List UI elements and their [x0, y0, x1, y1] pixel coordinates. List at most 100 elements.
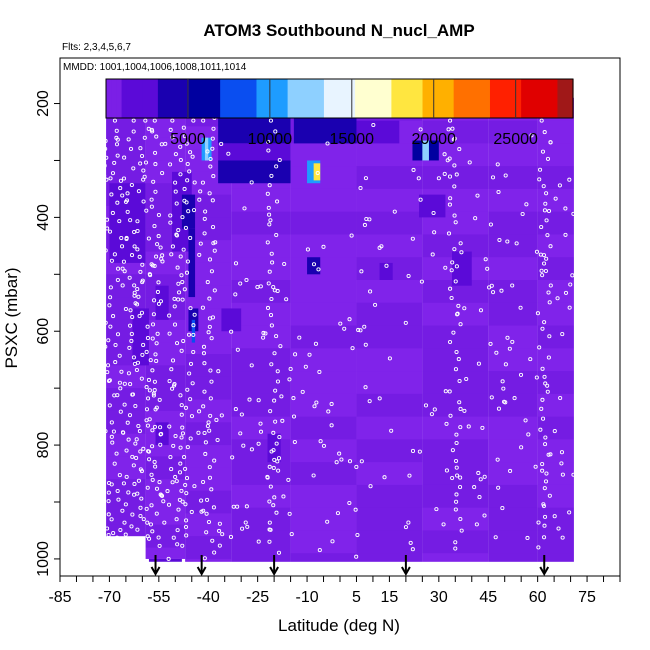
sample-point	[452, 213, 457, 218]
sample-point	[174, 479, 179, 484]
sample-point	[256, 398, 261, 403]
sample-point	[210, 136, 215, 141]
colorbar-segment	[515, 79, 522, 118]
sample-point	[268, 484, 273, 489]
sample-point	[560, 332, 565, 337]
sample-point	[560, 535, 565, 540]
heatmap-cell	[356, 462, 423, 485]
sample-point	[182, 134, 187, 139]
sample-point	[305, 247, 310, 252]
sample-point	[97, 258, 102, 263]
sample-point	[524, 202, 529, 207]
sample-point	[526, 432, 531, 437]
sample-point	[219, 413, 224, 418]
sample-point	[454, 492, 459, 497]
sample-point	[459, 250, 464, 255]
colorbar-segment	[381, 79, 387, 118]
sample-point	[184, 141, 189, 146]
chart-title: ATOM3 Southbound N_nucl_AMP	[203, 21, 474, 40]
sample-point	[455, 473, 460, 478]
sample-point	[126, 490, 131, 495]
sample-point	[359, 269, 364, 274]
sample-point	[183, 524, 189, 530]
sample-point	[418, 127, 423, 132]
heatmap-patch	[221, 308, 242, 332]
sample-point	[150, 322, 156, 327]
sample-point	[416, 176, 421, 181]
sample-point	[141, 517, 146, 522]
sample-point	[149, 503, 154, 508]
colorbar-segment	[220, 79, 226, 118]
sample-point	[314, 400, 319, 405]
sample-point	[169, 467, 174, 472]
sample-point	[359, 459, 364, 464]
heatmap-cell	[488, 530, 538, 554]
sample-point	[567, 177, 572, 182]
sample-point	[450, 475, 455, 481]
sample-point	[186, 332, 192, 337]
heatmap-cell	[422, 166, 489, 189]
sample-point	[105, 370, 110, 375]
sample-point	[543, 479, 549, 484]
heatmap-cell	[356, 371, 423, 394]
sample-point	[271, 448, 276, 453]
sample-point	[136, 478, 141, 483]
sample-point	[207, 324, 212, 329]
sample-point	[138, 161, 143, 166]
sample-point	[207, 191, 212, 196]
heatmap-cell	[537, 325, 574, 349]
sample-point	[208, 396, 213, 401]
sample-point	[321, 443, 327, 448]
sample-point	[132, 481, 137, 487]
sample-point	[175, 265, 180, 270]
sample-point	[363, 176, 368, 181]
sample-point	[448, 286, 453, 291]
sample-point	[115, 153, 120, 158]
sample-point	[95, 118, 100, 123]
sample-point	[266, 148, 271, 153]
sample-point	[362, 324, 367, 329]
sample-point	[200, 305, 205, 310]
heatmap-cell	[231, 416, 291, 440]
sample-point	[452, 163, 457, 168]
colorbar-segment	[126, 79, 133, 118]
sample-point	[190, 154, 195, 159]
sample-point	[274, 334, 279, 339]
sample-point	[178, 393, 183, 398]
sample-point	[453, 367, 459, 372]
heatmap-column	[356, 97, 423, 562]
sample-point	[559, 461, 564, 466]
sample-point	[447, 389, 452, 394]
sample-point	[447, 174, 453, 179]
sample-point	[547, 334, 552, 339]
sample-point	[131, 118, 136, 123]
sample-point	[172, 296, 177, 301]
sample-point	[432, 407, 437, 412]
sample-point	[499, 288, 504, 293]
sample-point	[140, 352, 145, 357]
sample-point	[97, 237, 102, 242]
sample-point	[132, 283, 137, 288]
sample-point	[271, 285, 276, 290]
colorbar-segment	[541, 79, 548, 118]
sample-point	[120, 430, 126, 435]
sample-point	[466, 424, 471, 429]
sample-point	[563, 206, 568, 211]
sample-point	[171, 443, 176, 448]
sample-point	[147, 417, 152, 422]
sample-point	[109, 192, 114, 197]
colorbar-segment	[329, 79, 335, 118]
sample-point	[540, 149, 546, 154]
sample-point	[106, 512, 111, 517]
sample-point	[202, 216, 207, 221]
sample-point	[99, 438, 104, 443]
sample-point	[148, 522, 154, 527]
sample-point	[545, 233, 550, 238]
x-tick-label: 75	[578, 589, 596, 606]
heatmap-cell	[537, 393, 574, 417]
sample-point	[106, 499, 111, 504]
sample-point	[131, 129, 136, 134]
colorbar-segment	[557, 79, 564, 118]
sample-point	[95, 457, 101, 462]
sample-point	[203, 440, 208, 445]
